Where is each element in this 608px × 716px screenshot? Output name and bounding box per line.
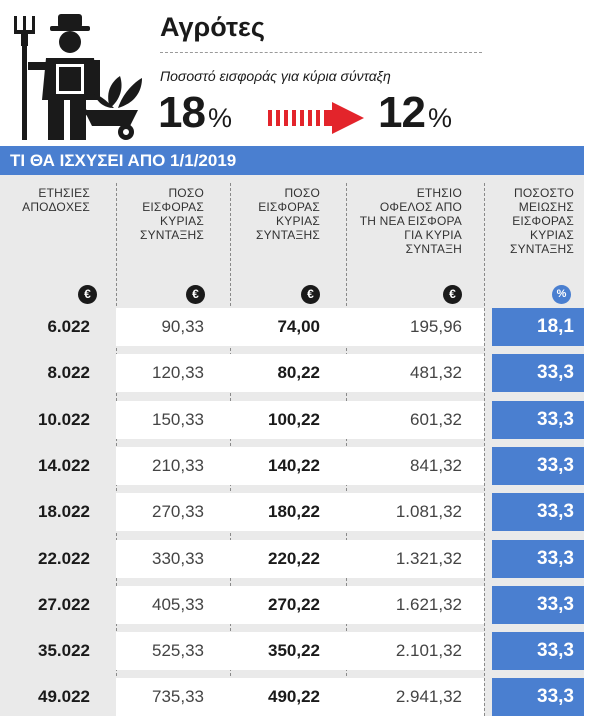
table-cell-col3: 220,22: [268, 549, 320, 568]
table-cell-col4: 601,32: [410, 410, 462, 429]
row-percent-band: [492, 586, 584, 624]
table-cell-col5: 33,3: [537, 501, 574, 522]
table-cell-col4: 1.321,32: [395, 549, 462, 568]
table-cell-col2: 210,33: [152, 456, 204, 475]
table-cell-col4: 481,32: [410, 363, 462, 382]
table-cell-col5: 33,3: [537, 686, 574, 707]
euro-unit-badge: €: [78, 285, 97, 304]
table-cell-col4: 841,32: [410, 456, 462, 475]
table-row: 10.022 150,33 100,22 601,32 33,3: [0, 401, 584, 439]
table-cell-col2: 405,33: [152, 595, 204, 614]
row-white-band: [116, 678, 484, 716]
table-cell-col3: 100,22: [268, 410, 320, 429]
table-cell-col1: 14.022: [38, 456, 90, 475]
table-cell-col2: 90,33: [161, 317, 204, 336]
table-cell-col5: 33,3: [537, 548, 574, 569]
column-header-3: ΠΟΣΟ ΕΙΣΦΟΡΑΣ ΚΥΡΙΑΣ ΣΥΝΤΑΞΗΣ: [255, 186, 320, 242]
row-white-band: [116, 354, 484, 392]
table-cell-col5: 33,3: [537, 455, 574, 476]
row-white-band: [116, 447, 484, 485]
table-cell-col2: 150,33: [152, 410, 204, 429]
row-percent-band: [492, 401, 584, 439]
table-cell-col2: 735,33: [152, 687, 204, 706]
row-percent-band: [492, 308, 584, 346]
table-cell-col4: 2.101,32: [395, 641, 462, 660]
arrow-icon: [268, 102, 364, 134]
table-cell-col3: 350,22: [268, 641, 320, 660]
row-percent-band: [492, 447, 584, 485]
table-row: 49.022 735,33 490,22 2.941,32 33,3: [0, 678, 584, 716]
row-white-band: [116, 632, 484, 670]
euro-unit-badge: €: [443, 285, 462, 304]
table-cell-col4: 2.941,32: [395, 687, 462, 706]
row-percent-band: [492, 540, 584, 578]
divider: [160, 52, 482, 53]
table-cell-col3: 74,00: [277, 317, 320, 336]
table-cell-col1: 22.022: [38, 549, 90, 568]
euro-unit-badge: €: [301, 285, 320, 304]
table-cell-col5: 33,3: [537, 409, 574, 430]
column-header-5: ΠΟΣΟΣΤΟ ΜΕΙΩΣΗΣ ΕΙΣΦΟΡΑΣ ΚΥΡΙΑΣ ΣΥΝΤΑΞΗΣ: [509, 186, 574, 256]
row-percent-band: [492, 632, 584, 670]
column-header-2: ΠΟΣΟ ΕΙΣΦΟΡΑΣ ΚΥΡΙΑΣ ΣΥΝΤΑΞΗΣ: [139, 186, 204, 242]
table-cell-col5: 33,3: [537, 640, 574, 661]
table-cell-col3: 270,22: [268, 595, 320, 614]
table-cell-col4: 195,96: [410, 317, 462, 336]
row-white-band: [116, 586, 484, 624]
table-cell-col1: 49.022: [38, 687, 90, 706]
rate-new-percent: %: [427, 103, 452, 133]
rate-old-value: 18: [158, 88, 206, 137]
table-cell-col2: 330,33: [152, 549, 204, 568]
table-cell-col2: 120,33: [152, 363, 204, 382]
table-cell-col5: 18,1: [537, 316, 574, 337]
row-white-band: [116, 308, 484, 346]
rate-new-value: 12: [378, 88, 426, 137]
table-background: [0, 175, 584, 716]
table-row: 8.022 120,33 80,22 481,32 33,3: [0, 354, 584, 392]
header: Αγρότες Ποσοστό εισφοράς για κύρια σύντα…: [0, 0, 608, 145]
table-cell-col5: 33,3: [537, 362, 574, 383]
table-row: 22.022 330,33 220,22 1.321,32 33,3: [0, 540, 584, 578]
euro-unit-badge: €: [186, 285, 205, 304]
subtitle: Ποσοστό εισφοράς για κύρια σύνταξη: [160, 68, 391, 84]
percent-unit-badge: %: [552, 285, 571, 304]
table-row: 35.022 525,33 350,22 2.101,32 33,3: [0, 632, 584, 670]
row-white-band: [116, 493, 484, 531]
table-row: 14.022 210,33 140,22 841,32 33,3: [0, 447, 584, 485]
table-cell-col2: 270,33: [152, 502, 204, 521]
table-cell-col4: 1.621,32: [395, 595, 462, 614]
table-cell-col1: 27.022: [38, 595, 90, 614]
row-white-band: [116, 540, 484, 578]
farmer-icon: [14, 14, 142, 140]
table-cell-col1: 35.022: [38, 641, 90, 660]
table-cell-col4: 1.081,32: [395, 502, 462, 521]
row-percent-band: [492, 354, 584, 392]
rate-new: 12%: [378, 88, 452, 138]
table-cell-col1: 8.022: [47, 363, 90, 382]
table-cell-col5: 33,3: [537, 594, 574, 615]
column-divider: [484, 183, 485, 716]
table-row: 18.022 270,33 180,22 1.081,32 33,3: [0, 493, 584, 531]
row-white-band: [116, 401, 484, 439]
rate-old-percent: %: [207, 103, 232, 133]
table-cell-col3: 180,22: [268, 502, 320, 521]
table-cell-col1: 6.022: [47, 317, 90, 336]
row-percent-band: [492, 678, 584, 716]
table-cell-col3: 80,22: [277, 363, 320, 382]
rate-old: 18%: [158, 88, 232, 138]
table-cell-col2: 525,33: [152, 641, 204, 660]
table-row: 6.022 90,33 74,00 195,96 18,1: [0, 308, 584, 346]
table-cell-col1: 10.022: [38, 410, 90, 429]
table-cell-col3: 140,22: [268, 456, 320, 475]
section-banner: ΤΙ ΘΑ ΙΣΧΥΣΕΙ ΑΠΟ 1/1/2019: [0, 146, 584, 175]
row-percent-band: [492, 493, 584, 531]
table-row: 27.022 405,33 270,22 1.621,32 33,3: [0, 586, 584, 624]
column-header-4: ΕΤΗΣΙΟ ΟΦΕΛΟΣ ΑΠΟ ΤΗ ΝΕΑ ΕΙΣΦΟΡΑ ΓΙΑ ΚΥΡ…: [359, 186, 462, 256]
column-header-1: ΕΤΗΣΙΕΣ ΑΠΟΔΟΧΕΣ: [22, 186, 90, 214]
page-title: Αγρότες: [160, 12, 265, 42]
table-cell-col1: 18.022: [38, 502, 90, 521]
table-cell-col3: 490,22: [268, 687, 320, 706]
